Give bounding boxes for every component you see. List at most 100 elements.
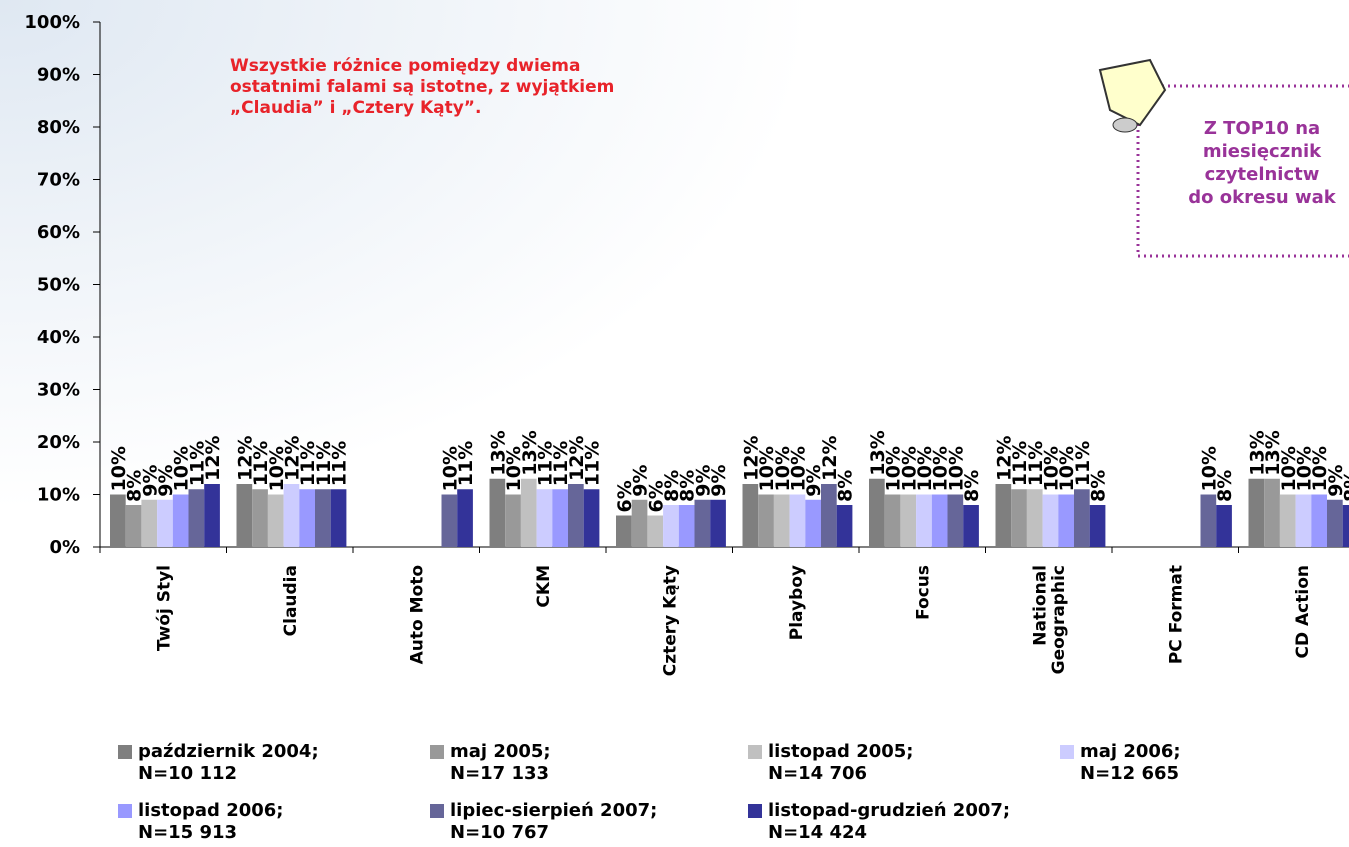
x-tick-label: Twój Styl (154, 565, 174, 651)
x-tick-label: Auto Moto (407, 565, 427, 664)
bar (1248, 478, 1265, 547)
bar (805, 499, 821, 547)
value-label: 9% (1325, 464, 1347, 496)
legend-swatch (748, 804, 762, 818)
y-tick-label: 90% (37, 65, 80, 86)
value-label: 10% (772, 446, 794, 491)
value-label: 11% (1072, 441, 1094, 486)
legend-entry: maj 2005; N=17 133 (430, 741, 551, 785)
bar (1342, 505, 1349, 547)
value-label: 11% (1025, 441, 1047, 486)
legend-swatch (430, 804, 444, 818)
bar (457, 489, 473, 547)
bar (647, 515, 664, 547)
bar (1216, 505, 1232, 547)
bar (916, 494, 932, 547)
x-tick-label: PC Format (1166, 565, 1186, 664)
legend-entry: październik 2004; N=10 112 (118, 741, 319, 785)
value-label: 6% (614, 480, 636, 512)
bar (505, 494, 521, 547)
value-label: 13% (487, 430, 509, 475)
legend-label: maj 2005; N=17 133 (450, 741, 551, 784)
bar (694, 499, 711, 547)
bar (172, 494, 189, 547)
x-tick-label: Cztery Kąty (660, 565, 680, 676)
annotation: Wszystkie różnice pomiędzy dwiema (230, 56, 580, 76)
bar (663, 505, 679, 547)
callout-text: Z TOP10 na (1204, 118, 1320, 139)
legend-entry: listopad 2005; N=14 706 (748, 741, 914, 785)
bar (568, 484, 584, 547)
value-label: 10% (1293, 446, 1315, 491)
bar (299, 489, 315, 547)
value-label: 8% (1214, 470, 1236, 502)
bar (236, 484, 253, 547)
annotation: ostatnimi falami są istotne, z wyjątkiem (230, 77, 614, 97)
value-label: 10% (898, 446, 920, 491)
value-label: 11% (250, 441, 272, 486)
value-label: 13% (1262, 430, 1284, 475)
y-tick-label: 80% (37, 117, 80, 138)
bar (931, 494, 948, 547)
value-label: 10% (787, 446, 809, 491)
bar (520, 478, 537, 547)
bar (1042, 494, 1059, 547)
legend-swatch (748, 745, 762, 759)
value-label: 12% (281, 436, 303, 481)
bar (583, 489, 600, 547)
value-label: 11% (1009, 441, 1031, 486)
bar (1026, 489, 1043, 547)
callout-box (1136, 84, 1349, 258)
legend-entry: listopad 2006; N=15 913 (118, 800, 284, 844)
value-label: 10% (503, 446, 525, 491)
y-tick-label: 20% (37, 432, 80, 453)
value-label: 10% (439, 446, 461, 491)
bar (1058, 494, 1074, 547)
x-tick-label: NationalGeographic (1030, 565, 1069, 674)
bar (836, 505, 853, 547)
bar (125, 505, 142, 547)
value-label: 12% (202, 436, 224, 481)
callout-text: do okresu wak (1188, 187, 1337, 208)
bar (869, 478, 885, 547)
legend-swatch (118, 804, 132, 818)
bar (1327, 499, 1343, 547)
bar (330, 489, 347, 547)
legend-entry: lipiec-sierpień 2007; N=10 767 (430, 800, 657, 844)
value-label: 8% (1088, 470, 1110, 502)
value-label: 9% (139, 464, 161, 496)
value-label: 8% (835, 470, 857, 502)
legend-entry: listopad-grudzień 2007; N=14 424 (748, 800, 1010, 844)
bar (315, 489, 331, 547)
bar (1264, 478, 1280, 547)
bar (441, 494, 458, 547)
value-label: 10% (1278, 446, 1300, 491)
bar (995, 484, 1012, 547)
value-label: 11% (550, 441, 572, 486)
callout-text: miesięcznik (1203, 141, 1322, 162)
value-label: 11% (297, 441, 319, 486)
value-label: 10% (1040, 446, 1062, 491)
value-label: 11% (582, 441, 604, 486)
bar (252, 489, 268, 547)
value-label: 11% (313, 441, 335, 486)
value-label: 13% (1246, 430, 1268, 475)
legend-label: listopad 2006; N=15 913 (138, 800, 284, 843)
legend-label: listopad 2005; N=14 706 (768, 741, 914, 784)
bar (963, 505, 979, 547)
bar (1279, 494, 1296, 547)
value-label: 6% (645, 480, 667, 512)
legend-entry: maj 2006; N=12 665 (1060, 741, 1181, 785)
value-label: 10% (883, 446, 905, 491)
bar (789, 494, 806, 547)
legend-label: październik 2004; N=10 112 (138, 741, 319, 784)
value-label: 10% (756, 446, 778, 491)
bar (631, 499, 648, 547)
y-tick-label: 100% (24, 12, 80, 33)
legend-label: listopad-grudzień 2007; N=14 424 (768, 800, 1011, 843)
value-label: 12% (234, 436, 256, 481)
value-label: 11% (455, 441, 477, 486)
value-label: 13% (519, 430, 541, 475)
y-tick-label: 60% (37, 222, 80, 243)
value-label: 10% (930, 446, 952, 491)
